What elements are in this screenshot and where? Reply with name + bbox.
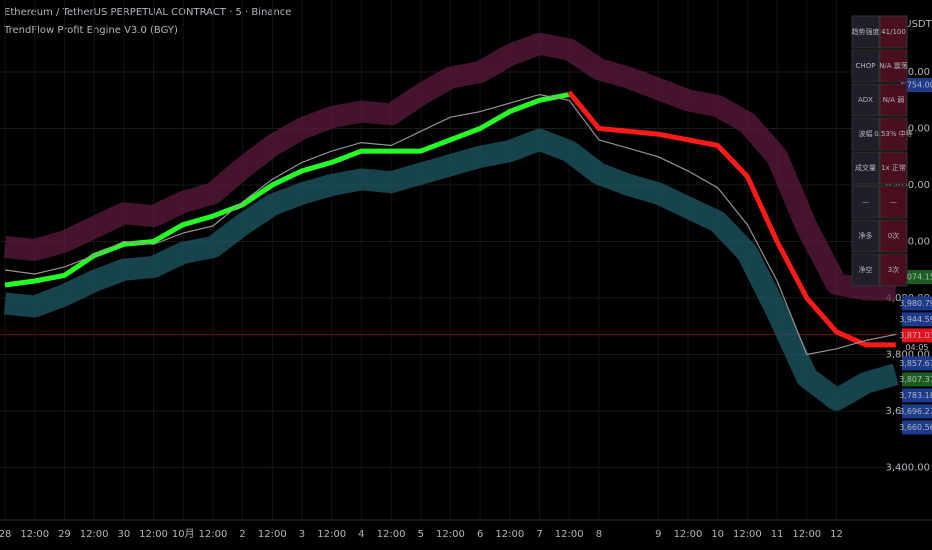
table-cell (879, 219, 908, 253)
x-tick-label: 6 (477, 529, 483, 540)
table-text: 趋势强度 (852, 27, 880, 36)
table-cell (879, 49, 908, 83)
x-tick-label: 30 (117, 529, 130, 540)
price-label: 3,871.03 (899, 331, 932, 340)
table-cell (879, 83, 908, 117)
x-tick-label: 9 (655, 529, 661, 540)
price-label: 3,660.56 (899, 423, 932, 432)
y-tick-label: 4,600.00 (885, 124, 930, 135)
table-cell (851, 185, 880, 219)
table-text: 净空 (859, 265, 873, 274)
x-tick-label: 12:00 (20, 529, 49, 540)
x-tick-label: 12:00 (80, 529, 109, 540)
x-tick-label: 12:00 (495, 529, 524, 540)
table-cell (879, 151, 908, 185)
countdown: 04:05 (905, 343, 928, 352)
table-cell (851, 219, 880, 253)
table-cell (851, 15, 880, 49)
x-tick-label: 12:00 (733, 529, 762, 540)
price-label-box (902, 388, 932, 403)
table-cell (851, 253, 880, 287)
x-tick-label: 11 (771, 529, 784, 540)
x-tick-label: 12:00 (139, 529, 168, 540)
x-tick-label: 7 (536, 529, 542, 540)
price-label-box (902, 270, 932, 285)
table-text: 0次 (888, 231, 899, 240)
series-line (567, 90, 896, 348)
table-text: ADX (858, 96, 873, 104)
x-tick-label: 12:00 (436, 529, 465, 540)
price-label-box (902, 312, 932, 327)
x-tick-label: 29 (58, 529, 71, 540)
table-text: 0.53% 中等 (874, 129, 912, 138)
price-label-box (902, 328, 932, 343)
x-tick-label: 3 (299, 529, 305, 540)
table-cell (851, 83, 880, 117)
y-tick-label: 4,800.00 (885, 67, 930, 78)
price-label: 3,944.59 (899, 315, 932, 324)
series-line (4, 94, 896, 356)
series-line (3, 32, 896, 301)
price-label: 4,754.00 (899, 81, 932, 90)
x-tick-label: 12:00 (198, 529, 227, 540)
price-label: 3,857.67 (899, 359, 932, 368)
table-text: 成交量 (855, 163, 876, 172)
table-cell (851, 49, 880, 83)
x-tick-label: 28 (0, 529, 11, 540)
price-label-box (902, 372, 932, 387)
price-label-box (902, 296, 932, 311)
x-tick-label: 5 (418, 529, 424, 540)
table-cell (851, 117, 880, 151)
price-label-box (902, 78, 932, 93)
price-label: 3,980.79 (899, 299, 932, 308)
table-cell (879, 15, 908, 49)
x-tick-label: 8 (596, 529, 602, 540)
price-label-box (902, 356, 932, 371)
price-label: 3,807.37 (899, 375, 932, 384)
table-text: 1x 正常 (881, 163, 906, 172)
chart-title: Ethereum / TetherUS PERPETUAL CONTRACT ·… (4, 7, 291, 18)
table-text: — (890, 198, 897, 206)
table-cell (879, 253, 908, 287)
price-label-box (902, 404, 932, 419)
currency: USDT (904, 19, 932, 30)
price-label-box (902, 420, 932, 435)
y-tick-label: 4,400.00 (885, 180, 930, 191)
x-tick-label: 10月 (172, 528, 195, 540)
table-text: 41/100 (881, 28, 906, 36)
table-cell (879, 117, 908, 151)
table-text: N/A 震荡 (879, 61, 908, 70)
table-text: 3次 (888, 265, 899, 274)
x-tick-label: 12:00 (792, 529, 821, 540)
table-text: CHOP (856, 62, 876, 70)
x-tick-label: 4 (358, 529, 364, 540)
y-tick-label: 4,200.00 (885, 236, 930, 247)
price-label: 3,696.27 (899, 407, 932, 416)
y-tick-label: 3,400.00 (885, 462, 930, 473)
y-tick-label: 3,800.00 (885, 349, 930, 360)
table-text: 波幅 (859, 129, 873, 138)
x-tick-label: 12:00 (317, 529, 346, 540)
table-cell (879, 185, 908, 219)
series-line (3, 128, 899, 411)
table-cell (851, 151, 880, 185)
price-label: 4,074.15 (899, 273, 932, 282)
x-tick-label: 12:00 (674, 529, 703, 540)
x-tick-label: 2 (239, 529, 245, 540)
table-text: 净多 (859, 231, 873, 240)
table-text: N/A 弱 (883, 96, 905, 104)
x-tick-label: 12:00 (555, 529, 584, 540)
indicator-name: TrendFlow Profit Engine V3.0 (BGY) (3, 25, 178, 36)
x-tick-label: 12:00 (377, 529, 406, 540)
x-tick-label: 10 (711, 529, 724, 540)
table-text: — (862, 198, 869, 206)
price-label: 3,783.18 (899, 391, 932, 400)
x-tick-label: 12 (830, 529, 843, 540)
x-tick-label: 12:00 (258, 529, 287, 540)
